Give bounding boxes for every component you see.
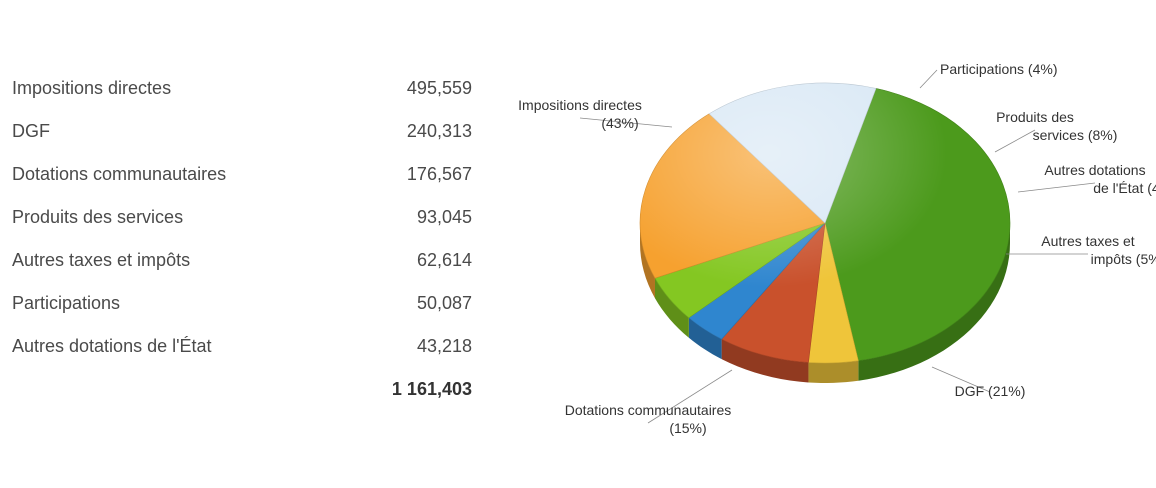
row-value: 93,045: [416, 207, 472, 227]
row-label: Dotations communautaires: [12, 164, 227, 184]
table-row: Impositions directes 495,559: [12, 70, 472, 113]
total-row: 1 161,403: [12, 371, 472, 414]
pie-side-participations: [808, 360, 859, 383]
leader-line: [1017, 182, 1096, 193]
table-row: DGF 240,313: [12, 113, 472, 156]
slice-labels: Impositions directes (43%) Participations …: [518, 61, 1156, 436]
leader-line: [647, 369, 733, 424]
leader-lines: [579, 69, 1096, 424]
table-row: Produits des services 93,045: [12, 199, 472, 242]
slice-label-dgf: DGF (21%): [955, 383, 1026, 399]
row-label: DGF: [12, 121, 50, 141]
row-label: Impositions directes: [12, 78, 172, 98]
row-value: 50,087: [416, 293, 472, 313]
leader-line: [919, 69, 938, 89]
pie-top-group: [639, 82, 1011, 364]
slice-label-dotations-communautaires: Dotations communautaires (15%): [565, 402, 732, 436]
leader-line: [994, 129, 1036, 153]
row-label: Produits des services: [12, 207, 184, 227]
data-table: Impositions directes 495,559 DGF 240,313…: [12, 70, 472, 414]
table-row: Dotations communautaires 176,567: [12, 156, 472, 199]
row-value: 495,559: [406, 78, 472, 98]
table-row: Autres dotations de l'État 43,218: [12, 328, 472, 371]
leader-line: [931, 366, 991, 393]
pie-chart: Impositions directes (43%) Participations …: [518, 61, 1156, 436]
slice-label-impositions-directes: Impositions directes (43%): [518, 97, 642, 131]
leader-line: [579, 117, 673, 128]
table-row: Participations 50,087: [12, 285, 472, 328]
row-value: 43,218: [416, 336, 472, 356]
table-row: Autres taxes et impôts 62,614: [12, 242, 472, 285]
slice-label-produits-des-services: Produits des services (8%): [996, 109, 1117, 143]
total-value: 1 161,403: [391, 379, 472, 399]
slice-label-participations: Participations (4%): [940, 61, 1058, 77]
row-value: 240,313: [406, 121, 472, 141]
row-label: Autres taxes et impôts: [12, 250, 191, 270]
row-label: Participations: [12, 293, 121, 313]
row-value: 176,567: [406, 164, 472, 184]
row-label: Autres dotations de l'État: [12, 336, 212, 356]
row-value: 62,614: [416, 250, 472, 270]
